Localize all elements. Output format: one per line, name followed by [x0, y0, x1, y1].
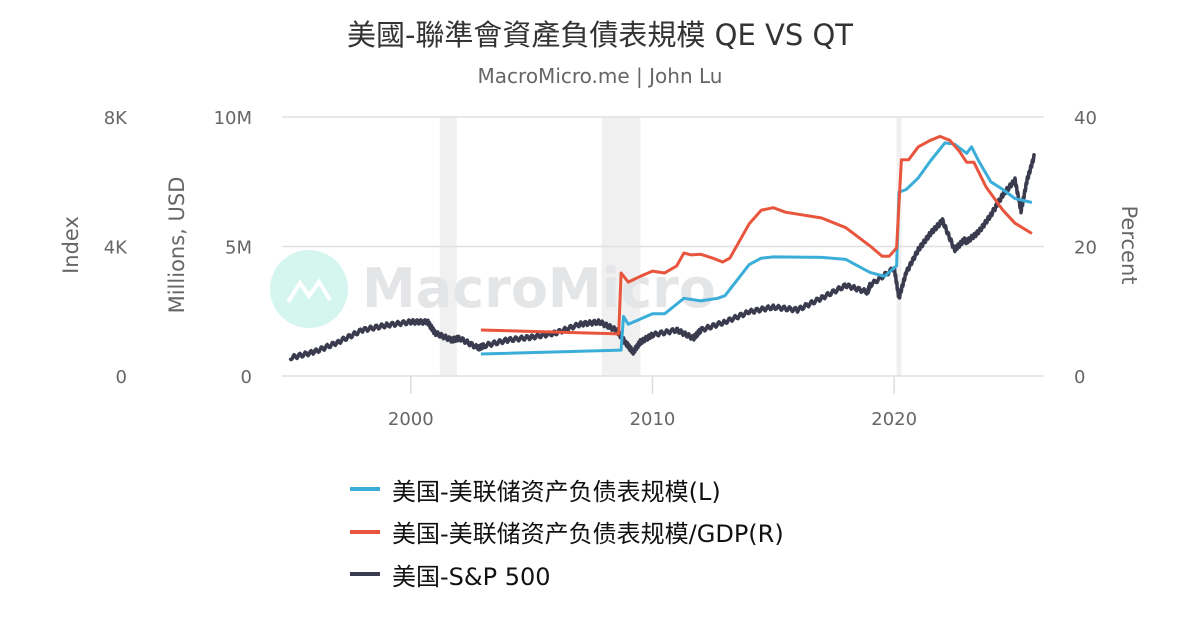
legend-item-balance-sheet-gdp[interactable]: 美国-美联储资产负债表规模/GDP(R) [350, 511, 784, 554]
watermark-logo: MacroMicro [270, 250, 716, 328]
chart-subtitle: MacroMicro.me | John Lu [477, 64, 723, 88]
watermark-circle-icon [270, 250, 348, 328]
series-line-balance-sheet-gdp [480, 134, 1033, 336]
percent-tick-label: 40 [1074, 108, 1097, 129]
series-line-balance-sheet [480, 141, 1033, 356]
x-tick-label: 2000 [388, 409, 434, 430]
x-tick-label: 2020 [871, 409, 917, 430]
legend-swatch [350, 572, 380, 577]
index-tick-label: 8K [104, 108, 128, 129]
legend-swatch [350, 487, 380, 492]
percent-axis-label: Percent [1117, 205, 1141, 284]
millions-axis-label: Millions, USD [165, 177, 189, 314]
series-line-sp500 [288, 152, 1036, 362]
legend-item-sp500[interactable]: 美国-S&P 500 [350, 553, 784, 596]
x-tick-label: 2010 [630, 409, 676, 430]
legend-item-balance-sheet[interactable]: 美国-美联储资产负债表规模(L) [350, 468, 784, 511]
millions-tick-label: 5M [225, 238, 252, 259]
legend-label: 美国-美联储资产负债表规模/GDP(R) [392, 520, 784, 549]
legend-label: 美国-美联储资产负债表规模(L) [392, 477, 721, 506]
watermark-chart-icon [286, 278, 332, 304]
legend-swatch [350, 529, 380, 534]
legend: 美国-美联储资产负债表规模(L) 美国-美联储资产负债表规模/GDP(R) 美国… [350, 468, 784, 596]
percent-tick-label: 0 [1074, 367, 1085, 388]
index-tick-label: 4K [104, 238, 128, 259]
millions-tick-label: 10M [214, 108, 252, 129]
chart-title: 美國-聯準會資產負債表規模 QE VS QT [346, 18, 854, 52]
millions-tick-label: 0 [241, 367, 252, 388]
percent-tick-label: 20 [1074, 238, 1097, 259]
legend-label: 美国-S&P 500 [392, 562, 551, 591]
index-axis-label: Index [59, 216, 83, 274]
index-tick-label: 0 [116, 367, 127, 388]
watermark-text: MacroMicro [362, 257, 716, 320]
